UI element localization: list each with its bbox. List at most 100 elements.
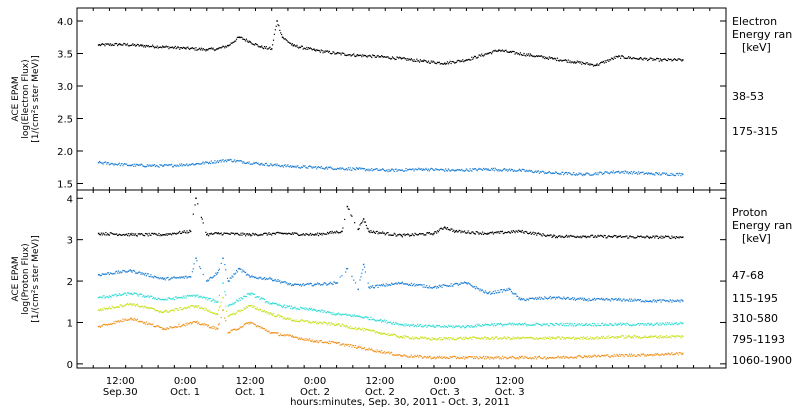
data-point xyxy=(228,44,230,46)
data-point xyxy=(145,321,148,323)
data-point xyxy=(546,357,549,359)
data-point xyxy=(472,168,474,170)
data-point xyxy=(461,338,463,340)
data-point xyxy=(646,300,648,303)
data-point xyxy=(521,298,523,301)
data-point xyxy=(491,292,494,294)
data-point xyxy=(137,321,139,323)
data-point xyxy=(164,279,166,281)
data-point xyxy=(351,327,353,329)
data-point xyxy=(627,299,629,301)
data-point xyxy=(444,284,446,287)
data-point xyxy=(635,57,637,60)
data-point xyxy=(319,167,321,169)
data-point xyxy=(594,354,596,357)
data-point xyxy=(272,314,274,316)
data-point xyxy=(454,169,457,172)
data-point xyxy=(99,296,102,298)
data-point xyxy=(423,356,425,358)
data-point xyxy=(555,236,558,238)
data-point xyxy=(224,264,226,266)
xtick-date-label: Oct. 2 xyxy=(365,387,395,398)
data-point xyxy=(409,283,411,286)
data-point xyxy=(549,357,551,359)
data-point xyxy=(534,356,536,358)
data-point xyxy=(674,335,676,337)
data-point xyxy=(544,356,546,358)
data-point xyxy=(244,308,246,310)
data-point xyxy=(645,336,647,338)
data-point xyxy=(579,324,581,326)
data-point xyxy=(633,300,635,302)
data-point xyxy=(207,233,209,235)
data-point xyxy=(458,60,460,62)
data-point xyxy=(230,329,232,331)
data-point xyxy=(148,46,150,48)
data-point xyxy=(527,357,530,360)
data-point xyxy=(454,339,457,341)
data-point xyxy=(215,272,217,274)
data-point xyxy=(325,311,327,314)
data-point xyxy=(531,337,533,339)
data-point xyxy=(256,277,258,279)
data-point xyxy=(666,59,669,62)
data-point xyxy=(616,56,618,58)
data-point xyxy=(146,323,148,326)
data-point xyxy=(649,336,652,338)
data-point xyxy=(117,43,120,46)
data-point xyxy=(526,53,528,55)
data-point xyxy=(390,351,393,353)
data-point xyxy=(412,323,414,325)
data-point xyxy=(372,350,375,352)
data-point xyxy=(585,172,587,174)
data-point xyxy=(634,324,636,326)
data-point xyxy=(335,324,337,326)
data-point xyxy=(154,297,157,299)
data-point xyxy=(236,271,239,273)
data-point xyxy=(206,296,208,299)
data-point xyxy=(531,171,533,173)
data-point xyxy=(267,165,269,167)
data-point xyxy=(518,337,520,339)
data-point xyxy=(433,169,435,171)
electron-ytick-label: 2.5 xyxy=(57,115,73,126)
data-point xyxy=(345,271,347,273)
data-point xyxy=(286,165,288,167)
data-point xyxy=(512,293,514,295)
data-point xyxy=(272,164,275,166)
data-point xyxy=(576,356,578,358)
data-point xyxy=(377,169,379,172)
data-point xyxy=(436,285,439,288)
data-point xyxy=(443,284,445,286)
data-point xyxy=(619,322,622,324)
data-point xyxy=(272,279,274,282)
data-point xyxy=(509,356,511,358)
data-point xyxy=(461,230,463,232)
data-point xyxy=(133,233,135,235)
data-point xyxy=(482,323,484,326)
data-point xyxy=(421,60,423,62)
data-point xyxy=(614,298,616,300)
data-point xyxy=(242,38,244,40)
data-point xyxy=(124,163,126,165)
data-point xyxy=(564,235,567,237)
data-point xyxy=(661,353,663,355)
data-point xyxy=(140,163,142,165)
data-point xyxy=(650,237,652,239)
data-point xyxy=(104,234,106,236)
data-point xyxy=(278,303,280,305)
data-point xyxy=(464,356,467,358)
data-point xyxy=(179,163,181,165)
data-point xyxy=(114,43,116,45)
data-point xyxy=(176,326,178,329)
data-point xyxy=(572,336,574,339)
data-point xyxy=(376,168,378,170)
data-point xyxy=(603,337,605,339)
data-point xyxy=(496,169,498,171)
data-point xyxy=(509,232,511,234)
data-point xyxy=(269,164,271,166)
data-point xyxy=(303,307,305,309)
data-point xyxy=(127,45,129,47)
data-point xyxy=(158,46,160,48)
data-point xyxy=(307,320,309,322)
